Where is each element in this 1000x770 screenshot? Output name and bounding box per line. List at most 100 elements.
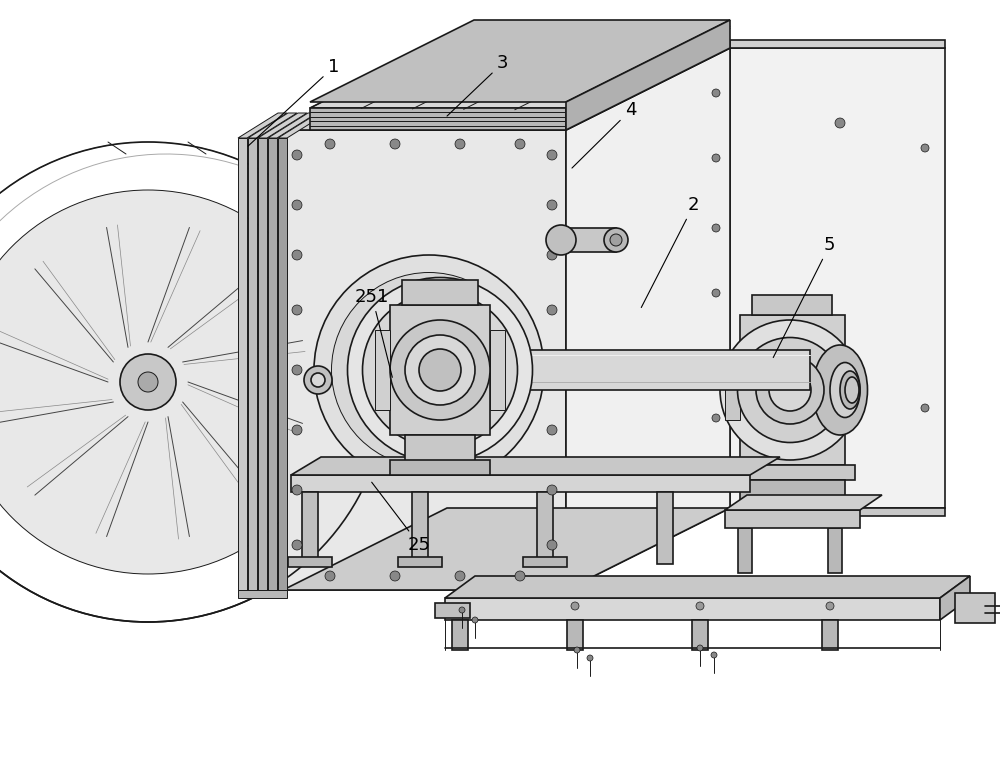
Text: 251: 251 <box>355 288 392 377</box>
Polygon shape <box>725 360 740 420</box>
Ellipse shape <box>547 540 557 550</box>
Ellipse shape <box>390 571 400 581</box>
Text: 5: 5 <box>773 236 835 357</box>
Ellipse shape <box>547 250 557 260</box>
Polygon shape <box>523 557 567 567</box>
Ellipse shape <box>712 224 720 232</box>
Ellipse shape <box>830 363 860 417</box>
Ellipse shape <box>835 118 845 128</box>
Polygon shape <box>452 620 468 650</box>
Ellipse shape <box>348 277 532 463</box>
Ellipse shape <box>515 571 525 581</box>
Polygon shape <box>566 48 730 590</box>
Ellipse shape <box>712 154 720 162</box>
Polygon shape <box>730 508 945 516</box>
Polygon shape <box>283 48 730 130</box>
Polygon shape <box>405 435 475 465</box>
Text: 2: 2 <box>641 196 699 307</box>
Ellipse shape <box>332 273 526 467</box>
Ellipse shape <box>610 234 622 246</box>
Ellipse shape <box>720 320 860 460</box>
Polygon shape <box>445 598 940 620</box>
Polygon shape <box>375 330 390 410</box>
Ellipse shape <box>472 617 478 623</box>
Polygon shape <box>390 460 490 475</box>
Ellipse shape <box>547 485 557 495</box>
Polygon shape <box>402 280 478 305</box>
Ellipse shape <box>712 354 720 362</box>
Ellipse shape <box>515 139 525 149</box>
Polygon shape <box>258 138 267 590</box>
Polygon shape <box>692 620 708 650</box>
Polygon shape <box>840 360 855 420</box>
Ellipse shape <box>362 293 518 447</box>
Ellipse shape <box>120 354 176 410</box>
Polygon shape <box>291 475 750 492</box>
Polygon shape <box>940 576 970 620</box>
Polygon shape <box>730 40 945 48</box>
Ellipse shape <box>314 255 544 485</box>
Ellipse shape <box>826 602 834 610</box>
Ellipse shape <box>292 365 302 375</box>
Polygon shape <box>434 350 810 390</box>
Polygon shape <box>310 26 730 108</box>
Polygon shape <box>288 557 332 567</box>
Polygon shape <box>390 305 490 435</box>
Ellipse shape <box>292 250 302 260</box>
Polygon shape <box>283 130 566 590</box>
Polygon shape <box>248 138 257 590</box>
Ellipse shape <box>921 404 929 412</box>
Polygon shape <box>752 295 832 315</box>
Ellipse shape <box>390 320 490 420</box>
Polygon shape <box>278 113 327 138</box>
Polygon shape <box>412 492 428 564</box>
Ellipse shape <box>292 200 302 210</box>
Ellipse shape <box>325 139 335 149</box>
Ellipse shape <box>292 540 302 550</box>
Ellipse shape <box>292 305 302 315</box>
Ellipse shape <box>604 228 628 252</box>
Ellipse shape <box>547 150 557 160</box>
Ellipse shape <box>571 602 579 610</box>
Polygon shape <box>238 590 287 598</box>
Ellipse shape <box>547 425 557 435</box>
Polygon shape <box>248 113 297 138</box>
Ellipse shape <box>812 345 867 435</box>
Ellipse shape <box>712 414 720 422</box>
Polygon shape <box>310 108 566 130</box>
Text: 1: 1 <box>248 58 339 146</box>
Ellipse shape <box>311 373 325 387</box>
Ellipse shape <box>712 289 720 297</box>
Ellipse shape <box>459 607 465 613</box>
Ellipse shape <box>547 200 557 210</box>
Ellipse shape <box>756 356 824 424</box>
Ellipse shape <box>304 366 332 394</box>
Ellipse shape <box>455 571 465 581</box>
Ellipse shape <box>0 190 340 574</box>
Polygon shape <box>730 48 945 508</box>
Ellipse shape <box>292 485 302 495</box>
Polygon shape <box>725 510 860 528</box>
Ellipse shape <box>845 377 859 403</box>
Polygon shape <box>738 528 752 573</box>
Ellipse shape <box>737 337 842 443</box>
Ellipse shape <box>921 144 929 152</box>
Polygon shape <box>258 113 307 138</box>
Ellipse shape <box>325 571 335 581</box>
Polygon shape <box>537 492 553 564</box>
Polygon shape <box>302 492 318 564</box>
Polygon shape <box>310 20 730 102</box>
Polygon shape <box>238 138 247 590</box>
Polygon shape <box>445 576 970 598</box>
Ellipse shape <box>696 602 704 610</box>
Ellipse shape <box>292 150 302 160</box>
Ellipse shape <box>354 295 504 445</box>
Polygon shape <box>828 528 842 573</box>
Ellipse shape <box>547 305 557 315</box>
Polygon shape <box>740 315 845 465</box>
Ellipse shape <box>587 655 593 661</box>
Ellipse shape <box>455 139 465 149</box>
Ellipse shape <box>697 645 703 651</box>
Polygon shape <box>657 492 673 564</box>
Ellipse shape <box>840 371 860 409</box>
